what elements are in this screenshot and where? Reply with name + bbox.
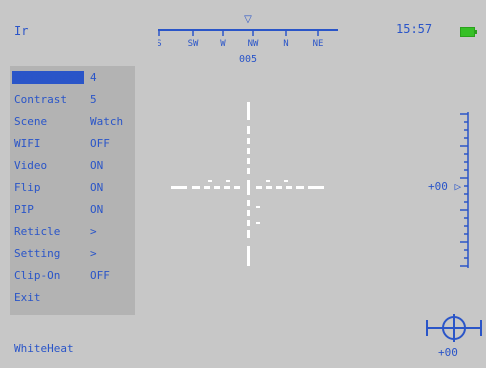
menu-item-flip[interactable]: Flip ON bbox=[10, 178, 135, 198]
menu-item-label: Video bbox=[14, 159, 48, 172]
menu-item-value: OFF bbox=[90, 269, 110, 282]
menu-item-contrast[interactable]: Contrast 5 bbox=[10, 90, 135, 110]
menu-item-value: OFF bbox=[90, 137, 110, 150]
menu-item-scene[interactable]: Scene Watch bbox=[10, 112, 135, 132]
battery-icon bbox=[460, 27, 477, 37]
mode-indicator: Ir bbox=[14, 24, 29, 38]
rangefinder-crosshair-icon bbox=[426, 314, 482, 342]
menu-item-wifi[interactable]: WIFI OFF bbox=[10, 134, 135, 154]
settings-menu: Brightness 4 Contrast 5 Scene Watch WIFI… bbox=[10, 66, 135, 315]
menu-item-label: Flip bbox=[14, 181, 41, 194]
menu-item-label: Contrast bbox=[14, 93, 67, 106]
menu-item-label: WIFI bbox=[14, 137, 41, 150]
compass-heading-scale: ▽ S SW W NW N NE 005 bbox=[158, 14, 338, 65]
menu-item-label: PIP bbox=[14, 203, 34, 216]
range-readout: +00 ▷ bbox=[428, 180, 461, 194]
menu-item-value: ON bbox=[90, 203, 104, 216]
menu-item-setting[interactable]: Setting > bbox=[10, 244, 135, 264]
range-scale bbox=[460, 112, 469, 268]
compass-heading-value: 005 bbox=[239, 54, 257, 65]
menu-item-label: Setting bbox=[14, 247, 61, 260]
compass-label: W bbox=[220, 39, 226, 49]
clock: 15:57 bbox=[396, 22, 433, 36]
range-pointer-icon: ▷ bbox=[454, 180, 462, 193]
menu-item-pip[interactable]: PIP ON bbox=[10, 200, 135, 220]
menu-item-value: 5 bbox=[90, 93, 97, 106]
menu-item-value: > bbox=[90, 247, 97, 260]
menu-item-label: Reticle bbox=[14, 225, 61, 238]
compass-label: NE bbox=[313, 39, 324, 49]
menu-item-label: Brightness bbox=[12, 71, 85, 84]
menu-item-label: Scene bbox=[14, 115, 48, 128]
menu-item-brightness[interactable]: Brightness 4 bbox=[10, 68, 135, 88]
color-palette-label: WhiteHeat bbox=[14, 342, 74, 355]
menu-item-value: ON bbox=[90, 181, 104, 194]
menu-item-reticle[interactable]: Reticle > bbox=[10, 222, 135, 242]
compass-label: NW bbox=[248, 39, 259, 49]
distance-value: +00 bbox=[438, 346, 458, 359]
menu-item-value: > bbox=[90, 225, 97, 238]
compass-label: SW bbox=[188, 39, 199, 49]
compass-label: N bbox=[283, 39, 288, 49]
menu-item-video[interactable]: Video ON bbox=[10, 156, 135, 176]
menu-item-value: 4 bbox=[90, 71, 97, 84]
menu-item-clip-on[interactable]: Clip-On OFF bbox=[10, 266, 135, 286]
menu-item-value: ON bbox=[90, 159, 104, 172]
range-value: +00 bbox=[428, 180, 448, 193]
menu-item-label: Clip-On bbox=[14, 269, 61, 282]
menu-item-value: Watch bbox=[90, 115, 124, 128]
menu-item-exit[interactable]: Exit bbox=[10, 288, 135, 308]
compass-label: S bbox=[158, 39, 162, 49]
compass-pointer-icon: ▽ bbox=[244, 14, 252, 25]
reticle-crosshair bbox=[171, 102, 324, 266]
menu-item-label: Exit bbox=[14, 291, 41, 304]
